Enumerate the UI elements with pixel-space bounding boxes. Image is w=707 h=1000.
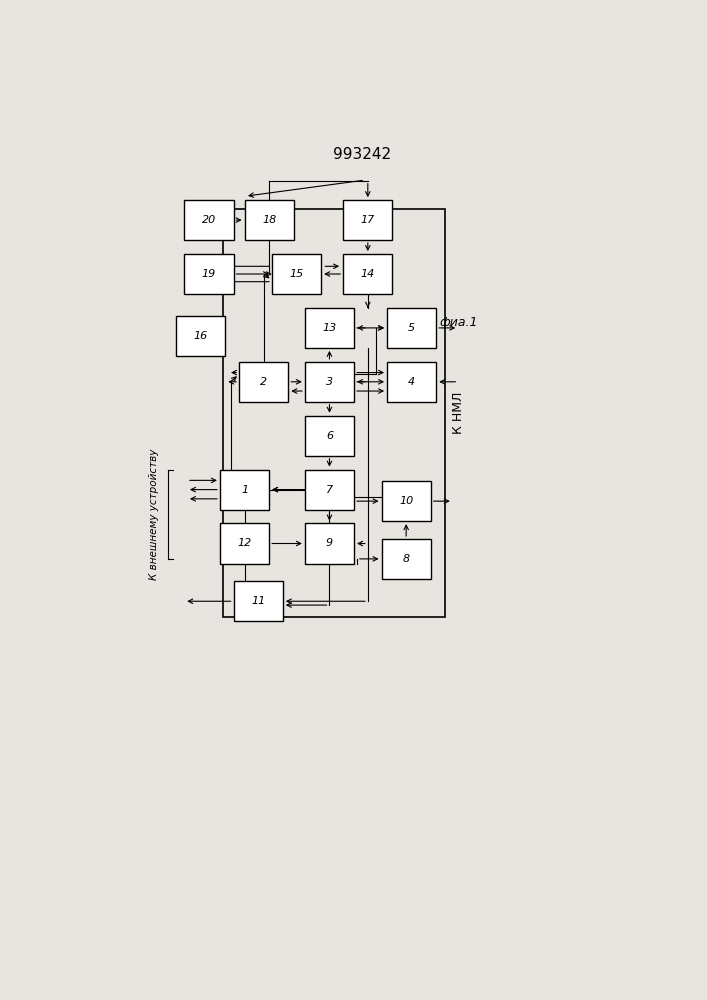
Bar: [387, 362, 436, 402]
Bar: [245, 200, 294, 240]
Bar: [220, 470, 269, 510]
Bar: [387, 308, 436, 348]
Bar: [223, 209, 445, 617]
Text: 8: 8: [402, 554, 410, 564]
Bar: [343, 200, 392, 240]
Bar: [305, 416, 354, 456]
Text: 9: 9: [326, 538, 333, 548]
Bar: [220, 523, 269, 564]
Bar: [185, 200, 233, 240]
Text: 16: 16: [194, 331, 208, 341]
Text: 2: 2: [260, 377, 267, 387]
Bar: [305, 362, 354, 402]
Bar: [343, 254, 392, 294]
Text: 10: 10: [399, 496, 414, 506]
Text: 15: 15: [289, 269, 304, 279]
Text: 17: 17: [361, 215, 375, 225]
Text: 4: 4: [408, 377, 415, 387]
Text: 13: 13: [322, 323, 337, 333]
Text: К НМЛ: К НМЛ: [452, 391, 464, 434]
Text: фиа.1: фиа.1: [439, 316, 477, 329]
Bar: [305, 470, 354, 510]
Bar: [185, 254, 233, 294]
Bar: [176, 316, 226, 356]
Text: 3: 3: [326, 377, 333, 387]
Text: 1: 1: [241, 485, 248, 495]
Text: 19: 19: [201, 269, 216, 279]
Text: 18: 18: [262, 215, 276, 225]
Bar: [382, 481, 431, 521]
Text: 993242: 993242: [333, 147, 392, 162]
Bar: [305, 308, 354, 348]
Bar: [272, 254, 321, 294]
Text: 20: 20: [201, 215, 216, 225]
Text: 6: 6: [326, 431, 333, 441]
Text: К внешнему устройству: К внешнему устройству: [149, 449, 159, 580]
Bar: [305, 523, 354, 564]
Text: 7: 7: [326, 485, 333, 495]
Bar: [239, 362, 288, 402]
Text: 14: 14: [361, 269, 375, 279]
Text: 5: 5: [408, 323, 415, 333]
Text: 12: 12: [238, 538, 252, 548]
Bar: [233, 581, 283, 621]
Bar: [382, 539, 431, 579]
Text: 11: 11: [251, 596, 265, 606]
